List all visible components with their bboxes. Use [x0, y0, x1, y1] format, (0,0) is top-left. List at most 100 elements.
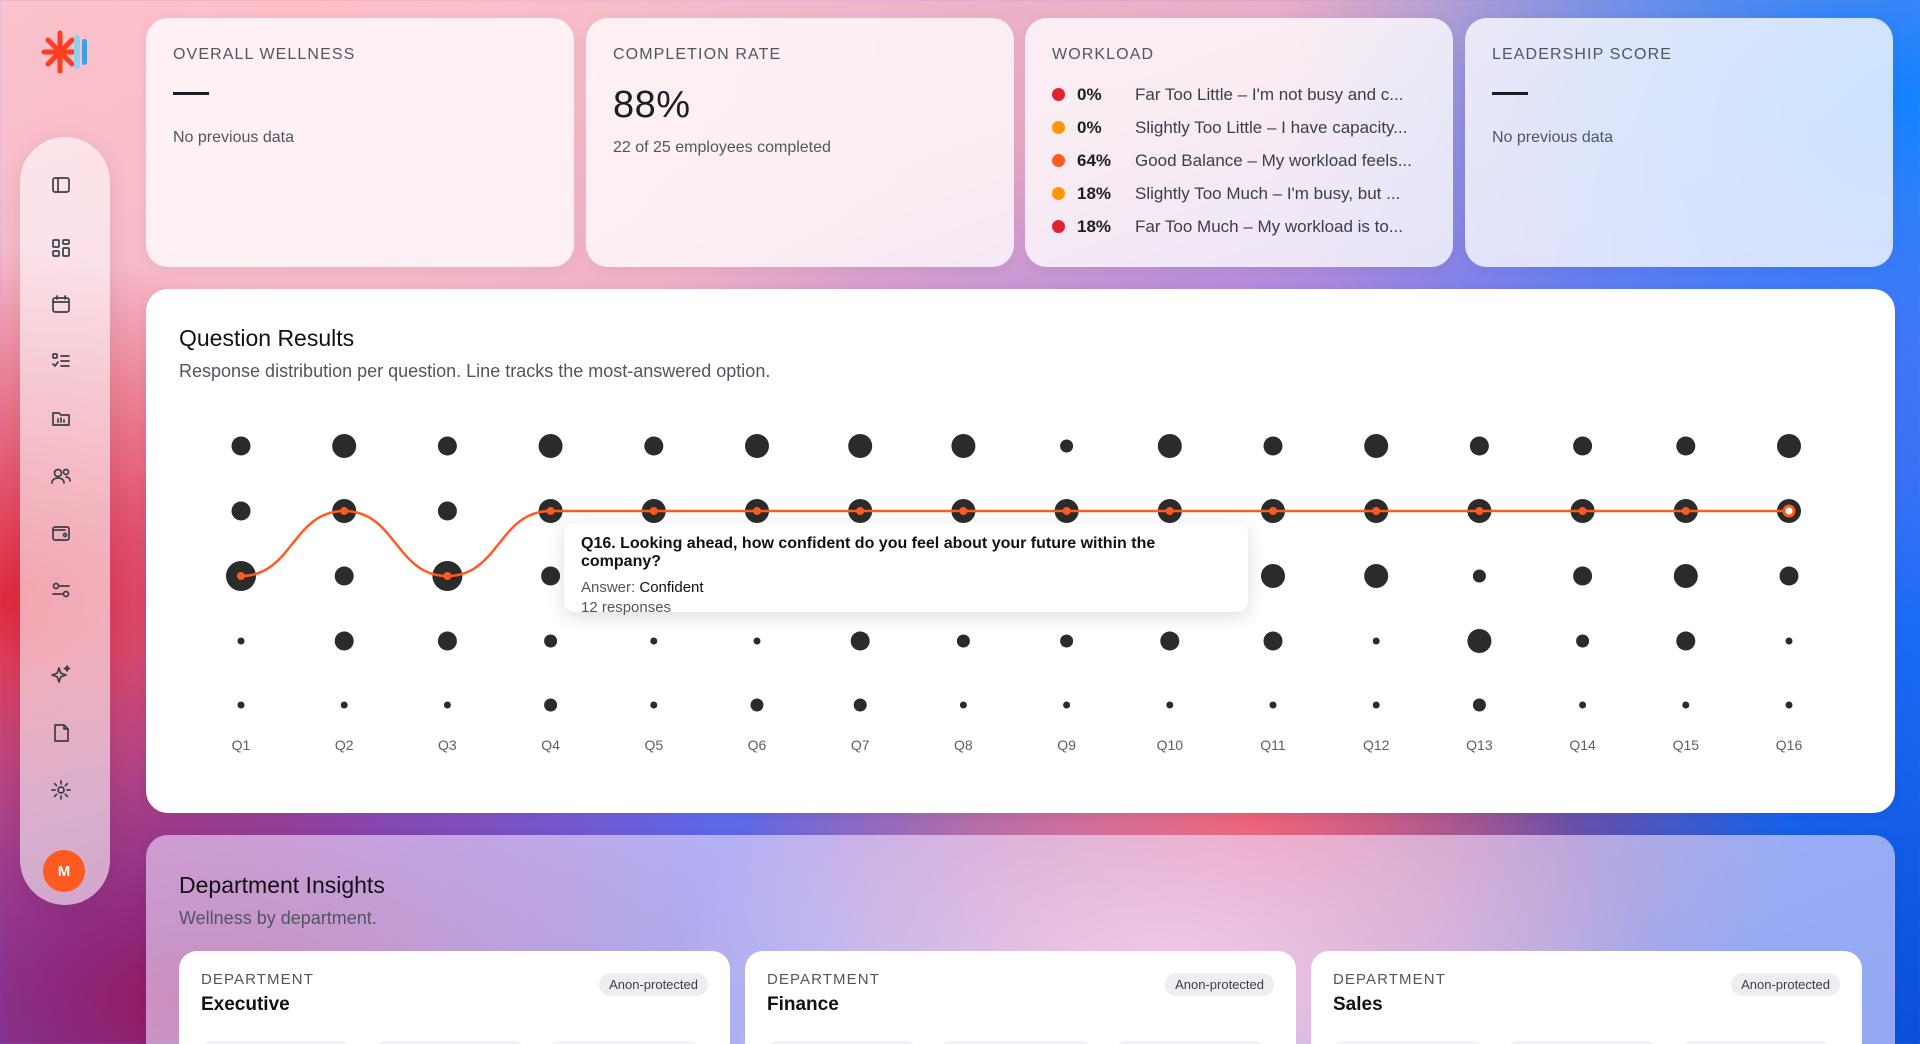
- response-dot[interactable]: [1785, 701, 1793, 709]
- stat-label: WORKLOAD: [1052, 46, 1155, 63]
- response-dot[interactable]: [1467, 629, 1492, 653]
- response-dot[interactable]: [1364, 434, 1389, 458]
- response-dot[interactable]: [332, 434, 357, 458]
- response-dot[interactable]: [334, 566, 354, 586]
- line-point[interactable]: [237, 572, 245, 580]
- response-dot[interactable]: [1576, 634, 1590, 648]
- grid-icon[interactable]: [47, 234, 75, 262]
- response-dot[interactable]: [853, 698, 867, 712]
- response-dot[interactable]: [956, 634, 970, 648]
- response-dot[interactable]: [437, 631, 457, 651]
- response-dot[interactable]: [1166, 701, 1174, 709]
- response-dot[interactable]: [1157, 434, 1182, 458]
- line-point[interactable]: [649, 507, 658, 515]
- response-dot[interactable]: [1063, 701, 1071, 709]
- line-point[interactable]: [1062, 507, 1071, 515]
- response-dot[interactable]: [650, 637, 658, 645]
- response-dot[interactable]: [544, 634, 558, 648]
- response-dot[interactable]: [340, 701, 348, 709]
- checklist-icon[interactable]: [47, 347, 75, 375]
- line-point[interactable]: [1372, 507, 1381, 515]
- response-dot[interactable]: [1263, 436, 1283, 456]
- avatar[interactable]: M: [43, 850, 85, 892]
- line-point[interactable]: [546, 507, 555, 515]
- brand-logo-icon[interactable]: [40, 29, 90, 75]
- department-card-executive[interactable]: DEPARTMENT Executive Anon-protected: [179, 951, 730, 1044]
- line-point[interactable]: [443, 572, 452, 580]
- x-tick-label: Q4: [541, 737, 560, 753]
- workload-label: Slightly Too Much – I'm busy, but ...: [1135, 183, 1401, 203]
- line-point[interactable]: [340, 507, 349, 515]
- response-dot[interactable]: [437, 501, 457, 521]
- response-dot[interactable]: [1676, 436, 1696, 456]
- line-point[interactable]: [959, 507, 968, 515]
- bar-chart-folder-icon[interactable]: [47, 404, 75, 432]
- question-results-chart[interactable]: Q1 Q2 Q3 Q4 Q5 Q6 Q7 Q8 Q9 Q10 Q11 Q12 Q13 Q14 Q15 Q16: [146, 289, 1895, 813]
- response-dot[interactable]: [237, 701, 245, 709]
- response-dot[interactable]: [1676, 631, 1696, 651]
- response-dot[interactable]: [544, 698, 558, 712]
- response-dot[interactable]: [237, 637, 245, 645]
- response-dot[interactable]: [1261, 564, 1285, 588]
- highlighted-point[interactable]: [1782, 504, 1796, 518]
- response-dot[interactable]: [1777, 434, 1801, 458]
- response-dot[interactable]: [951, 434, 976, 458]
- response-dot[interactable]: [1372, 701, 1380, 709]
- response-dot[interactable]: [1372, 637, 1380, 645]
- response-dot[interactable]: [1579, 701, 1587, 709]
- response-dot[interactable]: [1060, 634, 1074, 648]
- response-dot[interactable]: [1472, 569, 1486, 583]
- workload-label: Far Too Little – I'm not busy and c...: [1135, 84, 1404, 104]
- response-dot[interactable]: [1673, 564, 1698, 588]
- response-dot[interactable]: [1573, 436, 1593, 456]
- panel-left-icon[interactable]: [47, 171, 75, 199]
- workload-percent: 0%: [1077, 117, 1102, 137]
- response-dot[interactable]: [1364, 564, 1389, 588]
- response-dot[interactable]: [443, 701, 451, 709]
- response-dot[interactable]: [1785, 637, 1793, 645]
- response-dot[interactable]: [1573, 566, 1593, 586]
- response-dot[interactable]: [644, 436, 664, 456]
- wallet-icon[interactable]: [47, 519, 75, 547]
- line-point[interactable]: [856, 507, 865, 515]
- response-dot[interactable]: [1472, 698, 1486, 712]
- response-dot[interactable]: [850, 631, 870, 651]
- sliders-icon[interactable]: [47, 576, 75, 604]
- line-point[interactable]: [1165, 507, 1174, 515]
- workload-dot-icon: [1052, 220, 1065, 233]
- response-dot[interactable]: [753, 637, 761, 645]
- department-card-sales[interactable]: DEPARTMENT Sales Anon-protected: [1311, 951, 1862, 1044]
- response-dot[interactable]: [437, 436, 457, 456]
- gear-icon[interactable]: [47, 776, 75, 804]
- line-point[interactable]: [753, 507, 761, 515]
- response-dot[interactable]: [1469, 436, 1489, 456]
- response-dot[interactable]: [538, 434, 563, 458]
- response-dot[interactable]: [1060, 439, 1074, 453]
- response-dot[interactable]: [650, 701, 658, 709]
- chart-tooltip: Q16. Looking ahead, how confident do you…: [564, 523, 1248, 616]
- response-dot[interactable]: [750, 698, 764, 712]
- no-data-dash: [173, 92, 209, 95]
- response-dot[interactable]: [231, 501, 251, 521]
- department-card-finance[interactable]: DEPARTMENT Finance Anon-protected: [745, 951, 1296, 1044]
- response-dot[interactable]: [848, 434, 873, 458]
- response-dot[interactable]: [959, 701, 967, 709]
- response-dot[interactable]: [541, 566, 561, 586]
- response-dot[interactable]: [1263, 631, 1283, 651]
- line-point[interactable]: [1475, 507, 1484, 515]
- calendar-icon[interactable]: [47, 290, 75, 318]
- line-point[interactable]: [1681, 507, 1690, 515]
- response-dot[interactable]: [745, 434, 769, 458]
- response-dot[interactable]: [1160, 631, 1180, 651]
- response-dot[interactable]: [1779, 566, 1799, 586]
- sparkles-icon[interactable]: [47, 661, 75, 689]
- line-point[interactable]: [1578, 507, 1587, 515]
- response-dot[interactable]: [1682, 701, 1690, 709]
- line-point[interactable]: [1269, 507, 1277, 515]
- workload-dot-icon: [1052, 88, 1065, 101]
- file-icon[interactable]: [47, 719, 75, 747]
- response-dot[interactable]: [1269, 701, 1277, 709]
- response-dot[interactable]: [334, 631, 354, 651]
- users-icon[interactable]: [47, 462, 75, 490]
- response-dot[interactable]: [231, 436, 251, 456]
